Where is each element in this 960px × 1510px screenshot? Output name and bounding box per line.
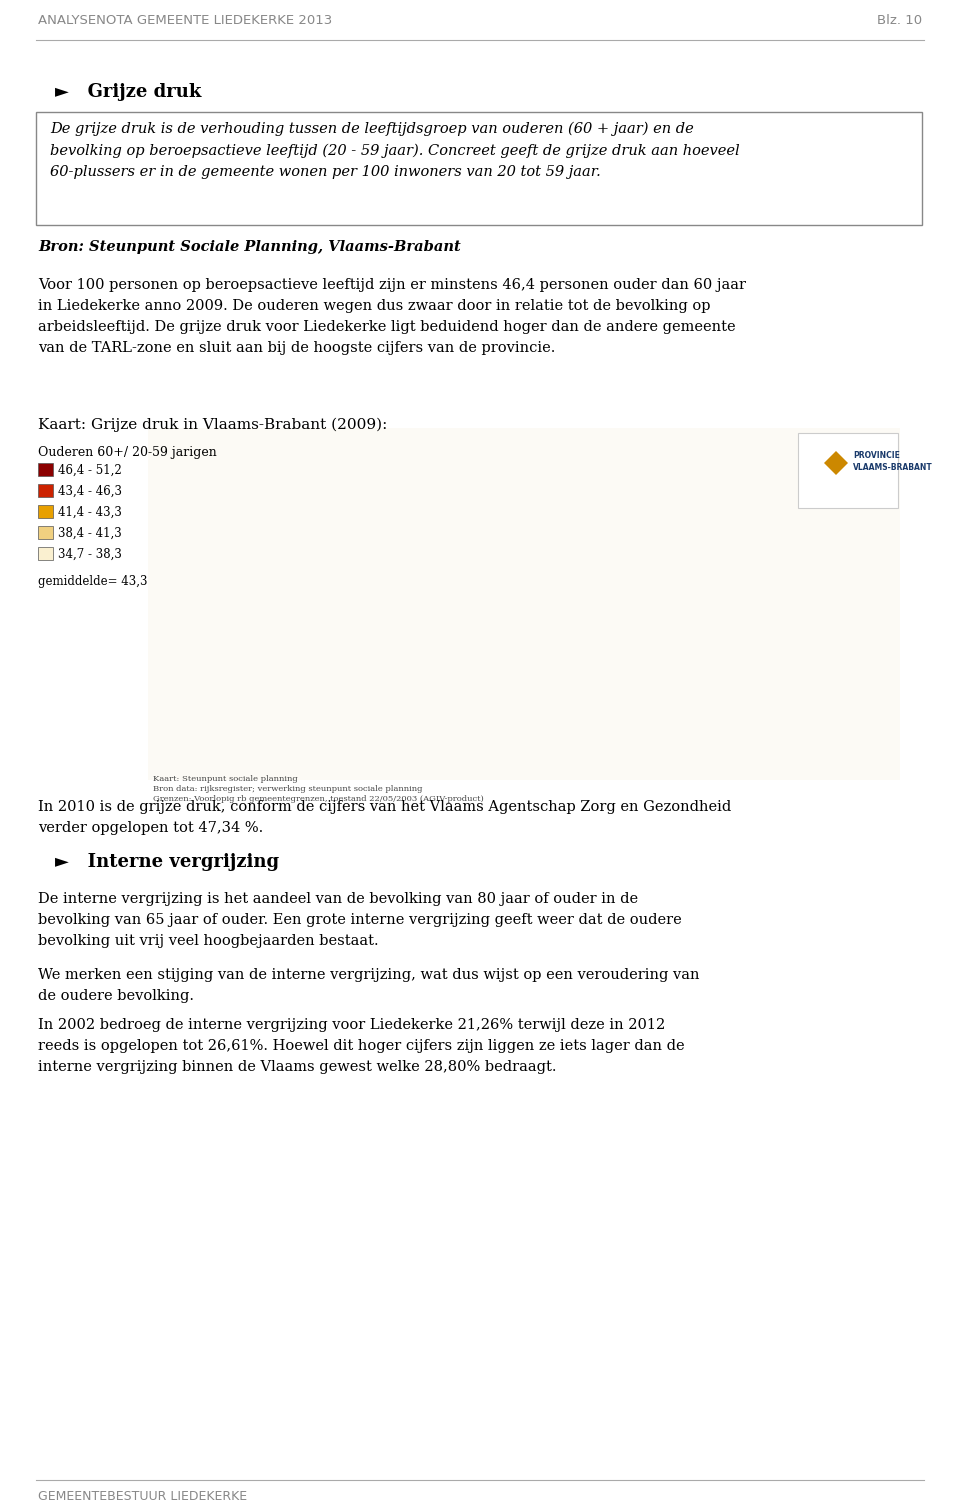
Text: 34,7 - 38,3: 34,7 - 38,3	[58, 548, 122, 560]
Text: De grijze druk is de verhouding tussen de leeftijdsgroep van ouderen (60 + jaar): De grijze druk is de verhouding tussen d…	[50, 122, 739, 180]
Text: ►   Grijze druk: ► Grijze druk	[55, 83, 202, 101]
Bar	[798, 433, 898, 507]
Text: GEMEENTEBESTUUR LIEDEKERKE: GEMEENTEBESTUUR LIEDEKERKE	[38, 1490, 247, 1504]
Bar	[38, 547, 53, 560]
Text: PROVINCIE
VLAAMS-BRABANT: PROVINCIE VLAAMS-BRABANT	[853, 451, 933, 473]
Text: 38,4 - 41,3: 38,4 - 41,3	[58, 527, 122, 539]
FancyBboxPatch shape	[36, 112, 922, 225]
Text: gemiddelde= 43,3: gemiddelde= 43,3	[38, 575, 148, 587]
Text: In 2010 is de grijze druk, conform de cijfers van het Vlaams Agentschap Zorg en : In 2010 is de grijze druk, conform de ci…	[38, 800, 732, 835]
Text: De interne vergrijzing is het aandeel van de bevolking van 80 jaar of ouder in d: De interne vergrijzing is het aandeel va…	[38, 892, 682, 948]
Text: Kaart: Grijze druk in Vlaams-Brabant (2009):: Kaart: Grijze druk in Vlaams-Brabant (20…	[38, 418, 388, 432]
Text: Blz. 10: Blz. 10	[876, 14, 922, 27]
Text: ANALYSENOTA GEMEENTE LIEDEKERKE 2013: ANALYSENOTA GEMEENTE LIEDEKERKE 2013	[38, 14, 332, 27]
Text: In 2002 bedroeg de interne vergrijzing voor Liedekerke 21,26% terwijl deze in 20: In 2002 bedroeg de interne vergrijzing v…	[38, 1018, 684, 1074]
Bar	[38, 485, 53, 497]
Bar	[148, 427, 900, 781]
Bar	[38, 464, 53, 476]
Text: 46,4 - 51,2: 46,4 - 51,2	[58, 464, 122, 477]
Text: 41,4 - 43,3: 41,4 - 43,3	[58, 506, 122, 518]
Text: Voor 100 personen op beroepsactieve leeftijd zijn er minstens 46,4 personen oude: Voor 100 personen op beroepsactieve leef…	[38, 278, 746, 355]
Text: ►   Interne vergrijzing: ► Interne vergrijzing	[55, 853, 279, 871]
Text: Bron: Steunpunt Sociale Planning, Vlaams-Brabant: Bron: Steunpunt Sociale Planning, Vlaams…	[38, 240, 461, 254]
Bar	[38, 525, 53, 539]
Bar	[38, 504, 53, 518]
Text: We merken een stijging van de interne vergrijzing, wat dus wijst op een verouder: We merken een stijging van de interne ve…	[38, 968, 700, 1003]
Polygon shape	[824, 451, 848, 476]
Text: Ouderen 60+/ 20-59 jarigen: Ouderen 60+/ 20-59 jarigen	[38, 445, 217, 459]
Text: Kaart: Steunpunt sociale planning
Bron data: rijksregister; verwerking steunpunt: Kaart: Steunpunt sociale planning Bron d…	[153, 775, 484, 803]
Text: 43,4 - 46,3: 43,4 - 46,3	[58, 485, 122, 497]
